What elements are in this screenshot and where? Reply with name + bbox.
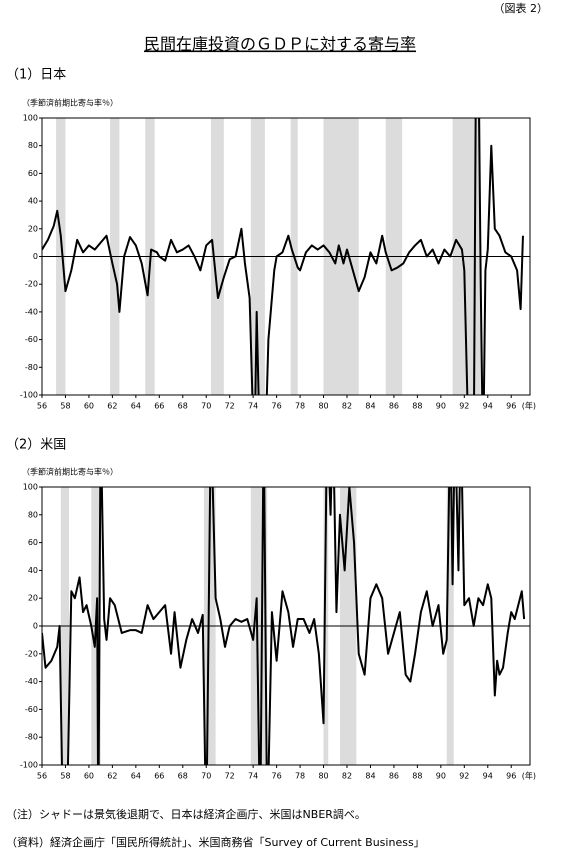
x-tick-label: 86 [389,772,399,781]
x-tick-label: 74 [248,772,258,781]
data-line [42,487,526,765]
x-tick-label: 80 [318,772,328,781]
x-unit: (年) [522,401,536,411]
x-tick-label: 70 [201,772,211,781]
x-tick-label: 94 [483,772,493,781]
y-tick-label: 0 [33,622,38,631]
x-tick-label: 84 [365,772,375,781]
y-tick-label: 0 [33,252,38,261]
chart: （1）日本 （季節済前期比寄与率％） -100 -80 -60 -40 -20 0 20 40 60… [6,68,536,411]
y-tick-label: 20 [28,594,38,603]
y-tick-label: 60 [28,169,38,178]
plot-frame [41,486,531,766]
x-tick-label: 92 [459,772,469,781]
data-line [42,118,524,395]
x-tick-label: 90 [436,402,446,411]
x-tick-label: 56 [37,402,47,411]
x-unit: (年) [522,771,536,781]
x-tick-label: 94 [483,402,493,411]
figure-label: （図表 2） [494,1,549,15]
x-tick-label: 68 [178,772,188,781]
x-tick-label: 76 [272,402,282,411]
source: （資料）経済企画庁「国民所得統計」、米国商務省「Survey of Curren… [6,835,425,849]
y-axis-label: （季節済前期比寄与率％） [22,467,118,477]
y-tick-label: -20 [25,280,38,289]
section-label: （1）日本 [6,68,66,83]
y-axis-label: （季節済前期比寄与率％） [22,98,118,108]
x-tick-label: 96 [506,402,516,411]
x-tick-label: 96 [506,772,516,781]
x-tick-label: 86 [389,402,399,411]
x-tick-label: 82 [342,402,352,411]
x-tick-label: 70 [201,402,211,411]
chart: （2）米国 （季節済前期比寄与率％） -100 -80 -60 -40 -20 0 20 40 60… [6,438,536,781]
y-tick-label: 100 [23,483,38,492]
x-tick-label: 64 [131,772,141,781]
y-tick-label: -60 [25,705,38,714]
y-tick-label: -60 [25,335,38,344]
y-tick-label: -80 [25,363,38,372]
x-tick-label: 78 [295,772,305,781]
x-tick-label: 88 [412,402,422,411]
x-tick-label: 72 [225,402,235,411]
title: 民間在庫投資のＧＤＰに対する寄与率 [144,35,416,54]
y-tick-label: -20 [25,649,38,658]
x-tick-label: 88 [412,772,422,781]
x-tick-label: 60 [84,402,94,411]
y-tick-label: -100 [20,391,38,400]
x-tick-label: 58 [60,772,70,781]
y-tick-label: -80 [25,733,38,742]
x-tick-label: 56 [37,772,47,781]
y-tick-label: 40 [28,566,38,575]
y-tick-label: 60 [28,538,38,547]
x-tick-label: 78 [295,402,305,411]
x-tick-label: 60 [84,772,94,781]
x-tick-label: 72 [225,772,235,781]
x-tick-label: 80 [318,402,328,411]
y-tick-label: -40 [25,677,38,686]
x-tick-label: 74 [248,402,258,411]
y-tick-label: 80 [28,510,38,519]
plot-frame [41,117,531,396]
y-tick-label: -40 [25,307,38,316]
y-tick-label: 20 [28,224,38,233]
x-tick-label: 64 [131,402,141,411]
x-tick-label: 84 [365,402,375,411]
note: （注）シャドーは景気後退期で、日本は経済企画庁、米国はNBER調べ。 [6,807,366,821]
x-tick-label: 90 [436,772,446,781]
x-tick-label: 62 [107,402,117,411]
x-tick-label: 92 [459,402,469,411]
x-tick-label: 66 [154,772,164,781]
x-tick-label: 58 [60,402,70,411]
x-tick-label: 62 [107,772,117,781]
x-tick-label: 82 [342,772,352,781]
y-tick-label: 80 [28,141,38,150]
x-tick-label: 66 [154,402,164,411]
section-label: （2）米国 [6,438,66,453]
x-tick-label: 68 [178,402,188,411]
y-tick-label: -100 [20,761,38,770]
x-tick-label: 76 [272,772,282,781]
y-tick-label: 100 [23,114,38,123]
y-tick-label: 40 [28,197,38,206]
